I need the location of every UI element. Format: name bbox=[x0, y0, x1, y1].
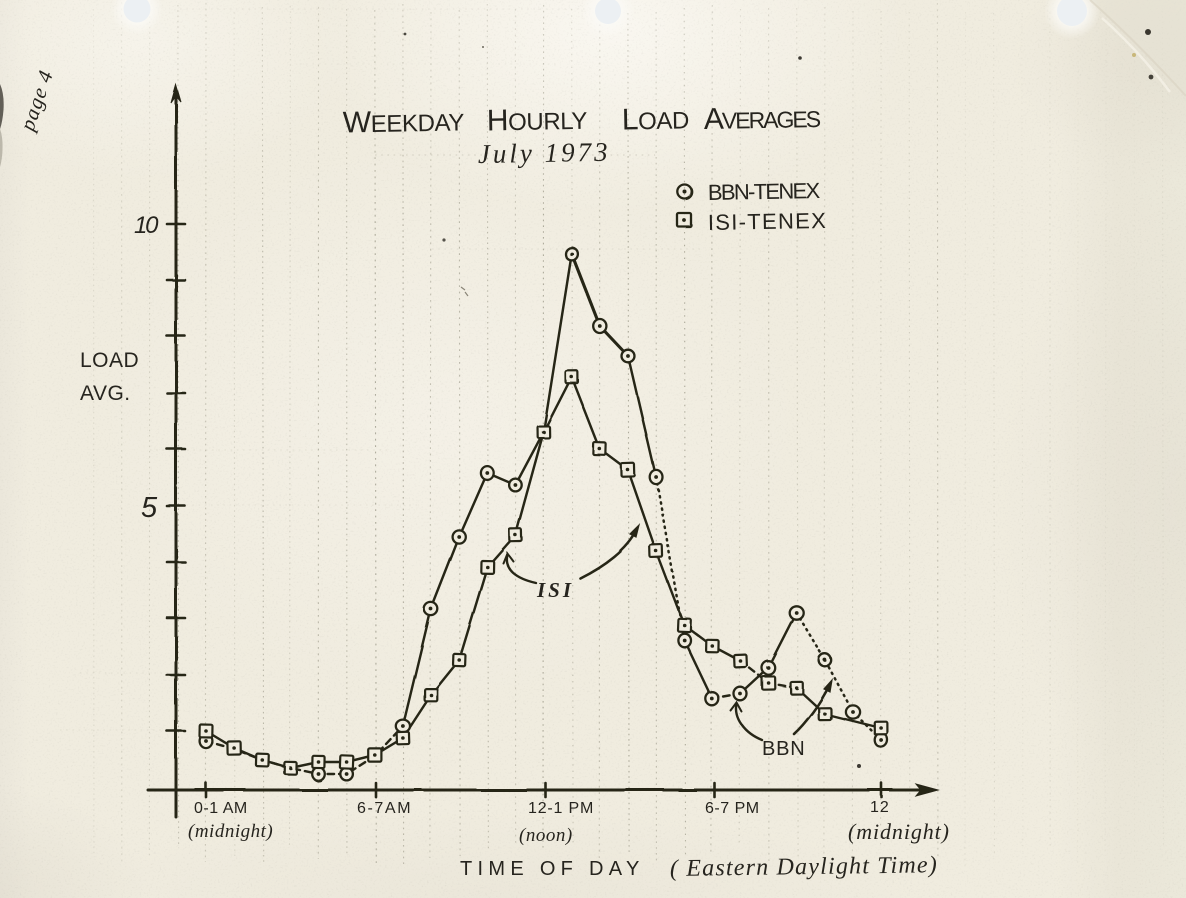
svg-text:TIME OF DAY: TIME OF DAY bbox=[460, 858, 645, 880]
svg-text:LOAD: LOAD bbox=[80, 349, 139, 372]
svg-text:(midnight): (midnight) bbox=[188, 821, 273, 842]
svg-text:5: 5 bbox=[141, 492, 158, 524]
svg-text:BBN: BBN bbox=[762, 738, 806, 760]
svg-text:ISI: ISI bbox=[536, 578, 574, 602]
svg-text:6-7 PM: 6-7 PM bbox=[705, 800, 760, 817]
svg-text:( Eastern Daylight Time): ( Eastern Daylight Time) bbox=[670, 852, 938, 882]
svg-text:12-1 PM: 12-1 PM bbox=[528, 800, 594, 817]
svg-text:AVERAGES: AVERAGES bbox=[704, 101, 821, 136]
svg-text:ISI-TENEX: ISI-TENEX bbox=[708, 208, 828, 235]
svg-text:HOURLY: HOURLY bbox=[487, 103, 588, 138]
svg-text:12: 12 bbox=[870, 799, 890, 816]
svg-text:0-1 AM: 0-1 AM bbox=[194, 800, 248, 817]
svg-text:(midnight): (midnight) bbox=[848, 819, 950, 844]
svg-text:6-7AM: 6-7AM bbox=[357, 800, 412, 817]
svg-text:(noon): (noon) bbox=[519, 825, 573, 846]
svg-text:LOAD: LOAD bbox=[622, 102, 690, 136]
svg-text:BBN-TENEX: BBN-TENEX bbox=[708, 178, 821, 205]
svg-text:WEEKDAY: WEEKDAY bbox=[343, 104, 465, 139]
svg-text:AVG.: AVG. bbox=[80, 382, 131, 405]
svg-text:10: 10 bbox=[134, 212, 159, 239]
svg-text:July 1973: July 1973 bbox=[478, 137, 611, 169]
